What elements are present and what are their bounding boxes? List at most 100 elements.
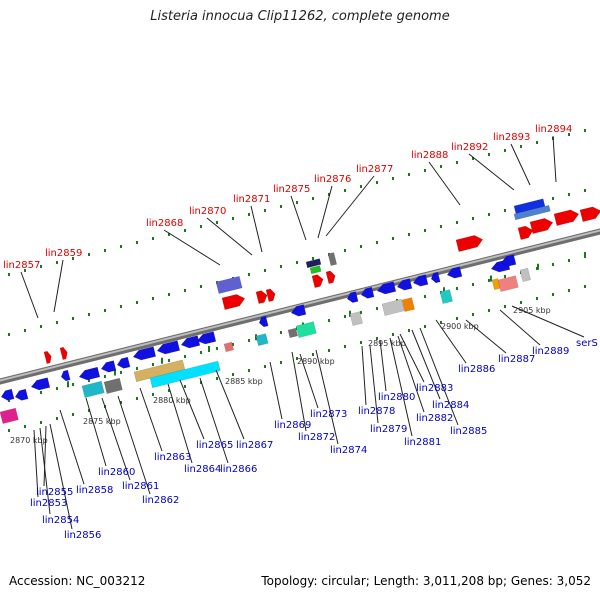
- gene-block-shape: [381, 298, 405, 316]
- tick-dot: [504, 209, 506, 212]
- leader-line: [325, 175, 375, 237]
- tick-dot: [472, 313, 474, 316]
- tick-dot: [376, 241, 378, 244]
- gene-arrow: [265, 288, 276, 302]
- gene-arrow-shape: [265, 288, 276, 302]
- tick-dot: [200, 285, 202, 288]
- tick-dot: [440, 225, 442, 228]
- gene-block: [309, 265, 322, 275]
- tick-dot: [488, 153, 490, 156]
- tick-dot: [392, 237, 394, 240]
- tick-dot: [568, 289, 570, 292]
- tick-dot: [88, 379, 90, 382]
- tick-dot: [184, 385, 186, 388]
- gene-block-shape: [0, 407, 19, 424]
- tick-dot: [88, 253, 90, 256]
- tick-dot: [72, 383, 74, 386]
- tick-dot: [8, 399, 10, 402]
- leader-line: [435, 319, 467, 364]
- tick-dot: [392, 177, 394, 180]
- gene-block-shape: [81, 380, 105, 398]
- gene-label-bottom: lin2865: [196, 440, 233, 451]
- gene-arrow-shape: [529, 218, 554, 234]
- tick-dot: [216, 221, 218, 224]
- tick-dot: [456, 317, 458, 320]
- tick-dot: [168, 359, 170, 362]
- gene-arrow-shape: [43, 350, 52, 364]
- tick-dot: [168, 233, 170, 236]
- gene-arrow-shape: [30, 377, 51, 391]
- tick-dot: [408, 233, 410, 236]
- scale-label: 2905 kbp: [513, 306, 551, 315]
- gene-arrow-shape: [346, 291, 359, 303]
- gene-block: [255, 333, 269, 347]
- gene-block-shape: [497, 275, 519, 292]
- gene-arrow-shape: [360, 286, 375, 299]
- gene-label-top: lin2871: [233, 194, 270, 205]
- tick-dot: [296, 201, 298, 204]
- tick-dot: [408, 173, 410, 176]
- tick-dot: [360, 185, 362, 188]
- gene-arrow-shape: [78, 366, 101, 381]
- gene-label-bottom: lin2860: [98, 467, 135, 478]
- leader-line: [399, 333, 425, 383]
- gene-block-shape: [255, 333, 269, 347]
- leader-line: [317, 185, 333, 239]
- leader-line: [428, 161, 461, 206]
- gene-arrow-shape: [553, 209, 580, 226]
- gene-arrow: [290, 304, 307, 317]
- gene-block: [327, 252, 338, 266]
- major-tick: [67, 381, 69, 388]
- tick-dot: [200, 225, 202, 228]
- gene-block: [519, 267, 531, 282]
- tick-dot: [568, 259, 570, 262]
- gene-arrow: [59, 346, 68, 360]
- gene-label-top: lin2857: [3, 260, 40, 271]
- gene-block: [381, 298, 405, 316]
- tick-dot: [40, 325, 42, 328]
- gene-label-top: lin2893: [493, 132, 530, 143]
- tick-dot: [344, 345, 346, 348]
- tick-dot: [536, 141, 538, 144]
- tick-dot: [168, 389, 170, 392]
- tick-dot: [232, 217, 234, 220]
- tick-dot: [472, 283, 474, 286]
- leader-line: [179, 379, 205, 440]
- gene-arrow: [412, 274, 429, 287]
- tick-dot: [360, 341, 362, 344]
- gene-label-bottom: serS: [576, 338, 598, 349]
- gene-arrow: [396, 278, 413, 291]
- gene-label-bottom: lin2880: [378, 392, 415, 403]
- gene-block: [513, 204, 551, 221]
- tick-dot: [312, 197, 314, 200]
- tick-dot: [456, 161, 458, 164]
- accession-text: Accession: NC_003212: [9, 574, 146, 588]
- tick-dot: [440, 321, 442, 324]
- major-tick: [584, 252, 586, 258]
- tick-dot: [552, 293, 554, 296]
- gene-arrow: [325, 270, 336, 284]
- tick-dot: [72, 257, 74, 260]
- tick-dot: [120, 245, 122, 248]
- tick-dot: [8, 333, 10, 336]
- gene-arrow-shape: [180, 335, 201, 349]
- scale-label: 2885 kbp: [225, 377, 263, 386]
- gene-arrow-shape: [412, 274, 429, 287]
- leader-line: [163, 229, 221, 266]
- tick-dot: [152, 363, 154, 366]
- tick-dot: [120, 371, 122, 374]
- leader-line: [43, 425, 47, 487]
- tick-dot: [56, 321, 58, 324]
- tick-dot: [312, 257, 314, 260]
- gene-arrow: [116, 356, 131, 369]
- tick-dot: [40, 391, 42, 394]
- tick-dot: [536, 297, 538, 300]
- gene-arrow-shape: [255, 290, 268, 304]
- gene-arrow-shape: [446, 266, 463, 279]
- leader-line: [59, 409, 85, 485]
- tick-dot: [424, 169, 426, 172]
- tick-dot: [216, 347, 218, 350]
- gene-arrow: [346, 291, 359, 303]
- tick-dot: [584, 189, 586, 192]
